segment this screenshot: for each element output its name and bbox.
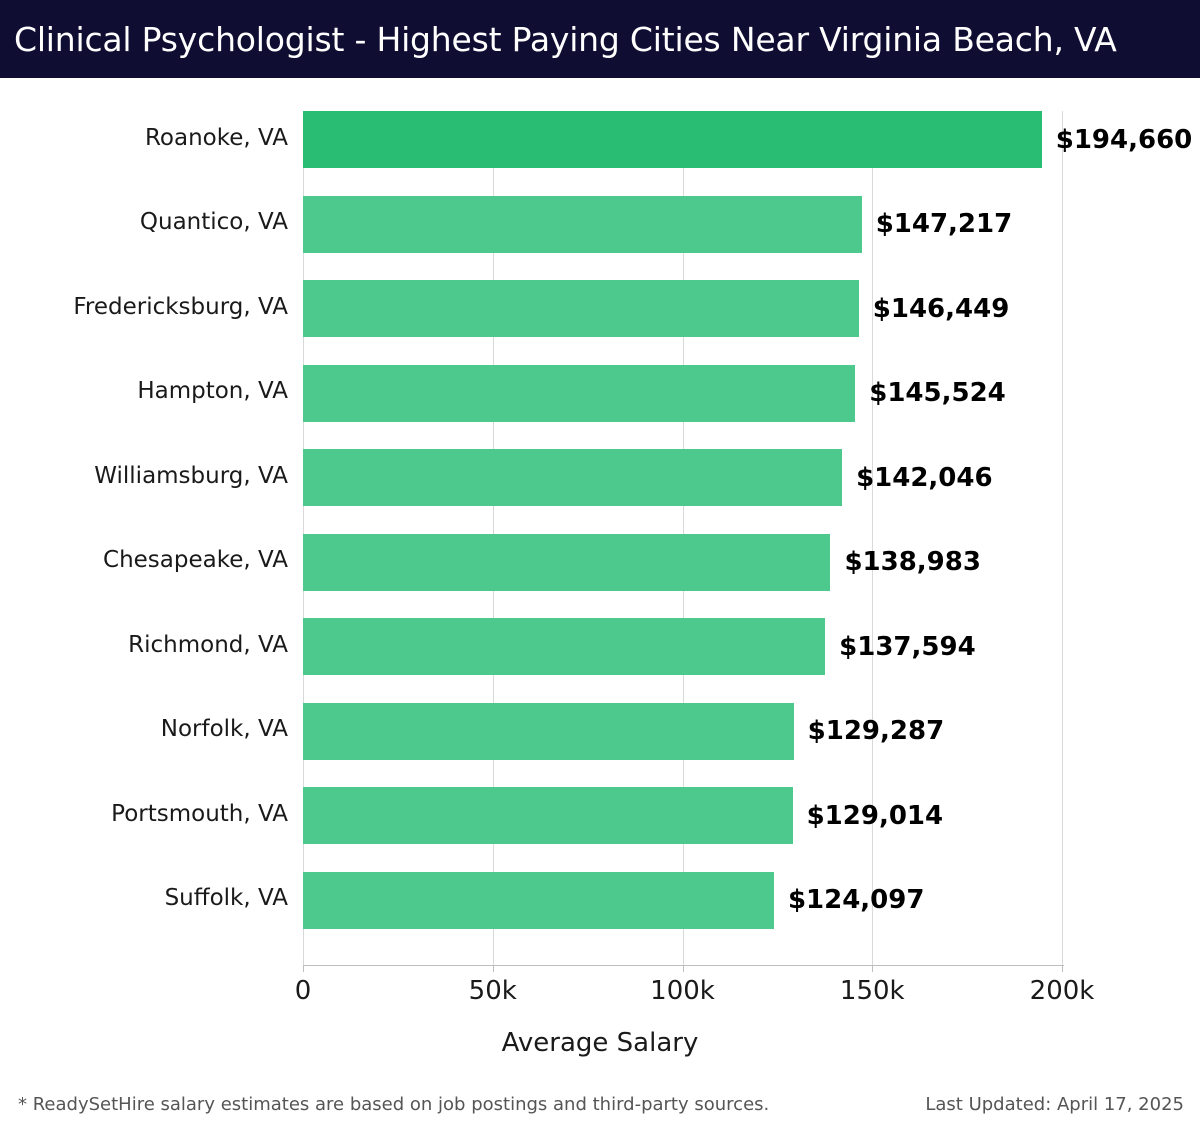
x-axis-tick [303,965,304,972]
category-label: Quantico, VA [139,209,288,235]
x-axis-tick [682,965,684,972]
category-label: Williamsburg, VA [94,462,288,489]
x-axis-tick-label: 50k [468,976,517,1006]
category-label: Fredericksburg, VA [73,293,288,320]
bar-value-label: $137,594 [839,631,976,662]
bar-value-label: $142,046 [856,462,993,493]
category-label: Norfolk, VA [160,716,288,742]
bar-value-label: $138,983 [844,547,981,577]
bar-value-label: $124,097 [787,885,925,915]
bar-value-label: $194,660 [1055,124,1193,155]
chart-header-band: Clinical Psychologist - Highest Paying C… [0,0,1200,78]
category-label: Roanoke, VA [144,124,288,151]
category-label: Richmond, VA [128,631,288,658]
x-axis-tick-label: 200k [1029,976,1095,1006]
bars-plot-area: $194,660 $147,217 $146,449 $145,524 $142,046… [303,111,1192,965]
gridline [872,111,874,965]
x-axis-tick-label: 150k [839,976,905,1006]
chart-plot-wrapper: $194,660 $147,217 $146,449 $145,524 $142,046… [0,78,1200,1140]
x-axis-tick [872,965,874,972]
category-label: Suffolk, VA [164,885,288,911]
last-updated-text: Last Updated: April 17, 2025 [925,1094,1184,1115]
bar-value-label: $146,449 [872,293,1010,324]
x-axis-title: Average Salary [501,1028,699,1058]
bar[interactable] [303,449,843,506]
x-axis-tick-label: 100k [650,976,715,1006]
category-label: Chesapeake, VA [103,547,288,573]
bar-value-label: $145,524 [869,378,1006,408]
bar-value-label: $147,217 [875,209,1013,239]
bar[interactable] [303,702,794,760]
bar[interactable] [303,280,859,337]
bar[interactable] [303,111,1042,168]
bar[interactable] [303,533,831,591]
bar[interactable] [303,787,793,844]
x-axis-tick [1062,965,1063,972]
bar[interactable] [303,195,862,253]
x-axis-line [303,965,1064,966]
x-axis-tick-label: 0 [294,976,312,1006]
bar-value-label: $129,014 [806,800,944,831]
category-label: Hampton, VA [137,378,288,404]
page-title: Clinical Psychologist - Highest Paying C… [14,19,1117,59]
category-label: Portsmouth, VA [111,800,288,827]
gridline [1062,111,1063,965]
bar[interactable] [303,364,856,422]
footnote-text: * ReadySetHire salary estimates are base… [18,1094,770,1115]
bar-value-label: $129,287 [807,716,945,746]
bar[interactable] [303,871,774,929]
x-axis-tick [492,965,494,972]
bar[interactable] [303,618,826,675]
